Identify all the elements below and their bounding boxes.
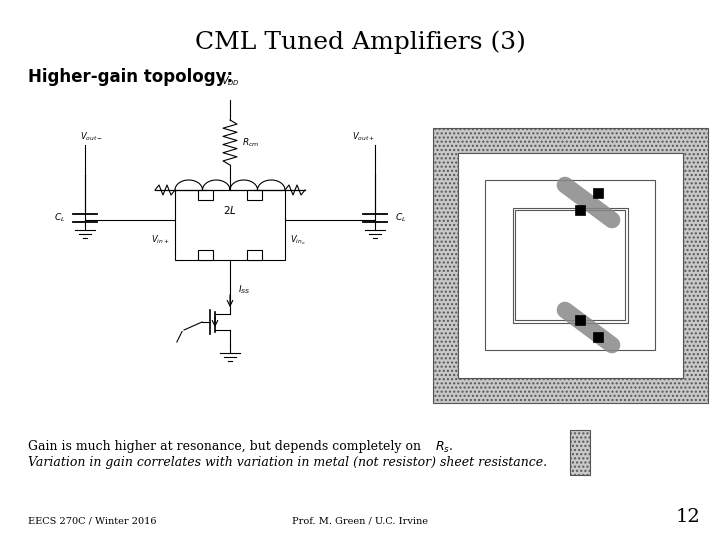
- Text: Variation in gain correlates with variation in metal (not resistor) sheet resist: Variation in gain correlates with variat…: [28, 456, 547, 469]
- Text: /: /: [176, 330, 180, 344]
- Bar: [198, 190, 213, 200]
- Text: $V_{out-}$: $V_{out-}$: [80, 131, 103, 143]
- Text: Higher-gain topology:: Higher-gain topology:: [28, 68, 233, 86]
- Bar: [457, 152, 683, 377]
- Text: $V_{in_o}$: $V_{in_o}$: [290, 233, 305, 247]
- Text: $2L$: $2L$: [223, 204, 237, 216]
- Text: Gain is much higher at resonance, but depends completely on: Gain is much higher at resonance, but de…: [28, 440, 425, 453]
- Bar: [175, 190, 285, 260]
- Text: $V_{in+}$: $V_{in+}$: [151, 234, 170, 246]
- Text: EECS 270C / Winter 2016: EECS 270C / Winter 2016: [28, 517, 156, 526]
- Text: $R_{cm}$: $R_{cm}$: [242, 136, 259, 149]
- Text: $V_{DD}$: $V_{DD}$: [220, 74, 240, 88]
- Text: $R_s$.: $R_s$.: [435, 440, 454, 455]
- Bar: [247, 250, 261, 260]
- Text: $V_{out+}$: $V_{out+}$: [352, 131, 375, 143]
- Bar: [593, 188, 603, 198]
- Bar: [485, 180, 655, 350]
- Text: Prof. M. Green / U.C. Irvine: Prof. M. Green / U.C. Irvine: [292, 517, 428, 526]
- Bar: [570, 430, 590, 475]
- Bar: [575, 205, 585, 215]
- Text: 12: 12: [675, 508, 700, 526]
- Bar: [247, 190, 261, 200]
- Bar: [575, 315, 585, 325]
- Bar: [515, 210, 625, 320]
- Bar: [457, 152, 683, 377]
- Bar: [485, 180, 655, 350]
- Text: $C_L$: $C_L$: [53, 212, 65, 224]
- Bar: [433, 127, 708, 402]
- Bar: [513, 207, 628, 322]
- Bar: [593, 332, 603, 342]
- Text: CML Tuned Amplifiers (3): CML Tuned Amplifiers (3): [194, 30, 526, 53]
- Text: $I_{SS}$: $I_{SS}$: [238, 284, 251, 296]
- Text: $C_L$: $C_L$: [395, 212, 407, 224]
- Bar: [540, 99, 600, 127]
- Bar: [198, 250, 213, 260]
